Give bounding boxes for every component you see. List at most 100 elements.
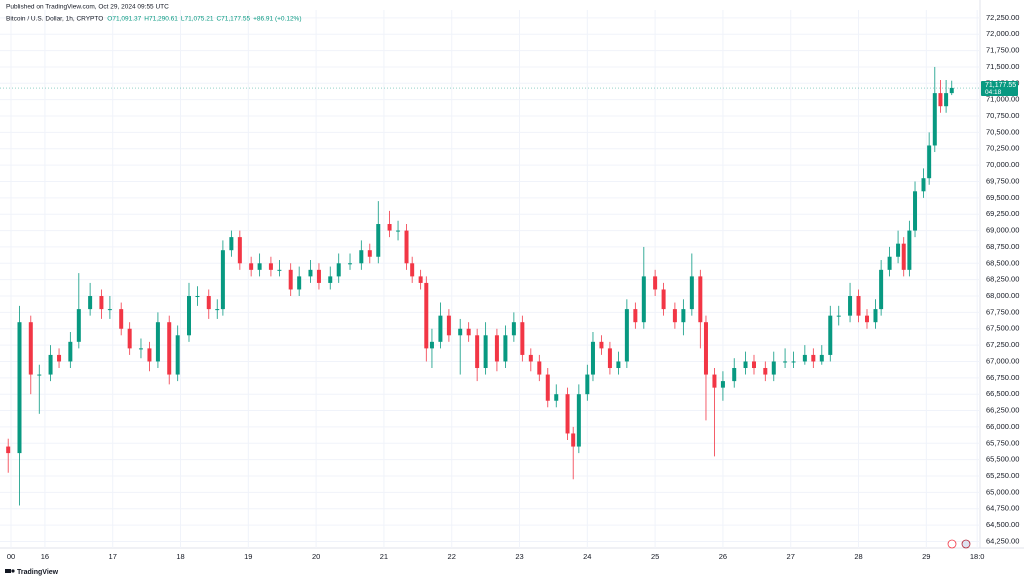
last-price-tag (981, 81, 1018, 97)
y-tick-label: 72,000.00 (986, 29, 1019, 38)
candle-body (751, 361, 756, 369)
candle-body (927, 145, 932, 179)
candle-body (99, 296, 104, 310)
tradingview-logo: TradingView (5, 569, 59, 576)
candle-body (938, 93, 943, 107)
ohlc-value: L71,075.21 (181, 16, 214, 23)
x-tick-label: 17 (109, 552, 117, 561)
candle-body (944, 93, 949, 107)
x-tick-label: 25 (651, 552, 659, 561)
candle-body (545, 374, 550, 401)
candle-body (48, 354, 53, 375)
candle-body (633, 309, 638, 323)
candle-body (554, 394, 559, 401)
last-price-label: 71,177.55 (985, 82, 1016, 89)
symbol-title: Bitcoin / U.S. Dollar, 1h, CRYPTO (6, 16, 103, 23)
candle-body (901, 243, 906, 270)
candle-body (607, 348, 612, 369)
x-tick-label: 22 (448, 552, 456, 561)
candle-body (446, 315, 451, 336)
candle-body (698, 276, 703, 323)
candle-body (466, 328, 471, 336)
candle-body (887, 256, 892, 270)
candle-body (802, 354, 807, 362)
candle-body (672, 309, 677, 323)
candle-body (907, 230, 912, 270)
candle-body (763, 368, 768, 375)
footer: TradingView (17, 569, 59, 576)
candle-body (257, 263, 262, 270)
x-tick-label: 27 (787, 552, 795, 561)
candle-body (316, 269, 321, 283)
y-tick-label: 64,500.00 (986, 520, 1019, 529)
candle-body (220, 250, 225, 310)
y-tick-label: 71,500.00 (986, 62, 1019, 71)
candle-body (68, 341, 73, 362)
candle-body (277, 269, 282, 271)
candle-body (155, 322, 160, 362)
candle-body (483, 335, 488, 369)
y-tick-label: 68,000.00 (986, 291, 1019, 300)
ohlc-value: H71,290.61 (144, 16, 178, 23)
candle-body (819, 354, 824, 362)
y-tick-label: 69,750.00 (986, 176, 1019, 185)
candle-body (147, 348, 152, 362)
y-tick-label: 69,250.00 (986, 209, 1019, 218)
x-tick-label: 24 (583, 552, 591, 561)
candle-body (590, 341, 595, 375)
candle-body (703, 322, 708, 375)
candle-body (689, 276, 694, 310)
y-tick-label: 70,750.00 (986, 111, 1019, 120)
candle-body (653, 276, 658, 290)
candle-body (828, 315, 833, 355)
candle-body (410, 263, 415, 277)
x-tick-label: 19 (244, 552, 252, 561)
candle-body (932, 93, 937, 146)
y-tick-label: 70,000.00 (986, 160, 1019, 169)
axes: 64,250.00 64,500.00 64,750.00 65,000.00 65,2… (7, 13, 1020, 561)
candle-body (791, 361, 796, 363)
candle-body (107, 309, 112, 311)
y-tick-label: 65,500.00 (986, 455, 1019, 464)
candle-body (571, 433, 576, 447)
candle-body (879, 269, 884, 310)
candle-body (475, 335, 480, 369)
candle-body (57, 354, 62, 362)
y-tick-label: 68,500.00 (986, 258, 1019, 267)
candle-body (186, 296, 191, 336)
x-tick-label: 20 (312, 552, 320, 561)
candle-body (215, 309, 220, 311)
candle-body (585, 374, 590, 395)
candle-body (438, 315, 443, 342)
candle-body (836, 315, 841, 317)
candle-body (359, 250, 364, 264)
y-tick-label: 64,750.00 (986, 504, 1019, 513)
x-tick-label: 26 (719, 552, 727, 561)
candle-body (681, 309, 686, 323)
candle-body (229, 237, 234, 251)
candle-body (288, 269, 293, 290)
candle-body (88, 296, 93, 310)
flag-icons (947, 539, 971, 549)
candle-body (720, 381, 725, 388)
grid (0, 10, 980, 548)
y-tick-label: 67,250.00 (986, 340, 1019, 349)
candle-body (297, 276, 302, 290)
y-tick-label: 66,000.00 (986, 422, 1019, 431)
candle-body (520, 322, 525, 355)
candle-body (712, 374, 717, 388)
candle-body (404, 230, 409, 264)
candle-body (856, 296, 861, 316)
candle-body (848, 296, 853, 316)
candle-body (138, 348, 143, 350)
candle-body (119, 309, 124, 329)
candle-body (387, 224, 392, 231)
candle-body (396, 230, 401, 232)
y-tick-label: 68,750.00 (986, 242, 1019, 251)
candle-body (641, 276, 646, 323)
x-tick-label: 18:0 (970, 552, 985, 561)
y-tick-label: 67,750.00 (986, 307, 1019, 316)
y-tick-label: 69,000.00 (986, 226, 1019, 235)
candle-body (367, 250, 372, 257)
